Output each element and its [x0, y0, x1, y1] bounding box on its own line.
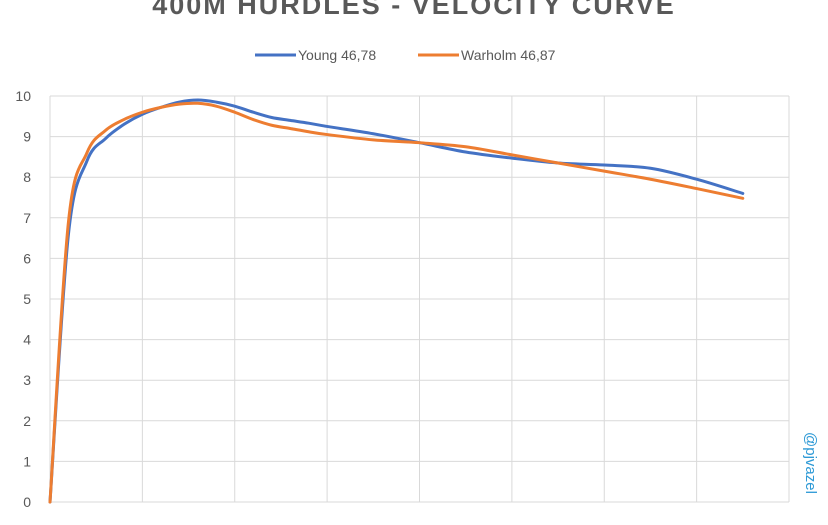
y-tick-label-10: 10 [15, 88, 31, 104]
series-line-0 [48, 98, 745, 504]
y-tick-label-7: 7 [23, 210, 31, 226]
y-tick-label-4: 4 [23, 332, 31, 348]
legend-label-young: Young 46,78 [298, 47, 376, 63]
y-tick-label-3: 3 [23, 372, 31, 388]
y-tick-label-6: 6 [23, 250, 31, 266]
y-tick-label-9: 9 [23, 129, 31, 145]
series-lines [48, 98, 745, 504]
chart-title: 400M HURDLES - VELOCITY CURVE [152, 0, 676, 20]
gridlines [49, 95, 790, 503]
y-tick-label-0: 0 [23, 494, 31, 510]
series-line-1 [48, 101, 745, 504]
y-axis-tick-labels: 0 1 2 3 4 5 6 7 8 9 10 [15, 88, 31, 510]
y-tick-label-2: 2 [23, 413, 31, 429]
y-tick-label-1: 1 [23, 453, 31, 469]
legend-label-warholm: Warholm 46,87 [461, 47, 556, 63]
legend: Young 46,78 Warholm 46,87 [255, 47, 556, 63]
y-tick-label-5: 5 [23, 291, 31, 307]
watermark-text: @pjvazel [802, 432, 819, 494]
y-tick-label-8: 8 [23, 169, 31, 185]
